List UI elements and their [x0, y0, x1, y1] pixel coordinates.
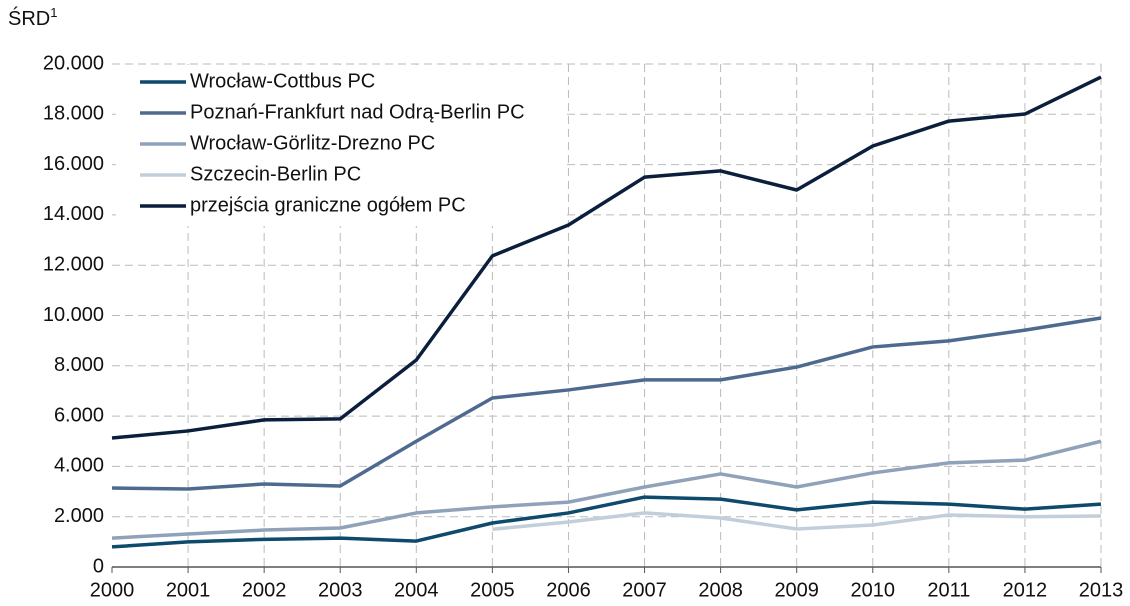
y-tick-label: 14.000 — [43, 203, 104, 225]
y-tick-label: 0 — [93, 555, 104, 577]
series-line — [111, 75, 1102, 440]
x-tick-label: 2005 — [470, 579, 515, 601]
y-tick-label: 4.000 — [54, 455, 104, 477]
x-tick-label: 2002 — [242, 579, 287, 601]
x-tick-label: 2011 — [927, 579, 970, 601]
x-tick-label: 2004 — [394, 579, 439, 601]
y-tick-label: 2.000 — [54, 505, 104, 527]
legend-label: przejścia graniczne ogółem PC — [190, 194, 466, 216]
y-axis-label: ŚRD1 — [8, 5, 57, 30]
x-tick-label: 2001 — [166, 579, 211, 601]
x-tick-label: 2000 — [90, 579, 135, 601]
x-tick-label: 2006 — [546, 579, 591, 601]
legend-label: Wrocław-Cottbus PC — [190, 70, 375, 92]
legend-label: Szczecin-Berlin PC — [190, 163, 361, 185]
series-line — [492, 511, 1102, 532]
y-label-sup: 1 — [50, 5, 57, 20]
x-tick-label: 2009 — [774, 579, 819, 601]
x-tick-label: 2008 — [698, 579, 743, 601]
y-tick-label: 6.000 — [54, 404, 104, 426]
legend-label: Wrocław-Görlitz-Drezno PC — [190, 132, 435, 154]
legend-box — [116, 65, 566, 226]
y-tick-label: 20.000 — [43, 52, 104, 74]
y-label-main: ŚRD — [8, 6, 50, 30]
y-tick-label: 10.000 — [43, 304, 104, 326]
series-line — [111, 439, 1102, 540]
legend-label: Poznań-Frankfurt nad Odrą-Berlin PC — [190, 101, 525, 123]
x-tick-label: 2013 — [1079, 579, 1124, 601]
x-tick-label: 2010 — [851, 579, 896, 601]
y-tick-label: 8.000 — [54, 354, 104, 376]
y-tick-label: 16.000 — [43, 153, 104, 175]
x-tick-label: 2012 — [1003, 579, 1048, 601]
y-tick-label: 18.000 — [43, 103, 104, 125]
series-line — [111, 495, 1102, 549]
series-line — [111, 316, 1102, 491]
x-tick-label: 2003 — [318, 579, 363, 601]
x-tick-label: 2007 — [622, 579, 667, 601]
y-tick-label: 12.000 — [43, 253, 104, 275]
